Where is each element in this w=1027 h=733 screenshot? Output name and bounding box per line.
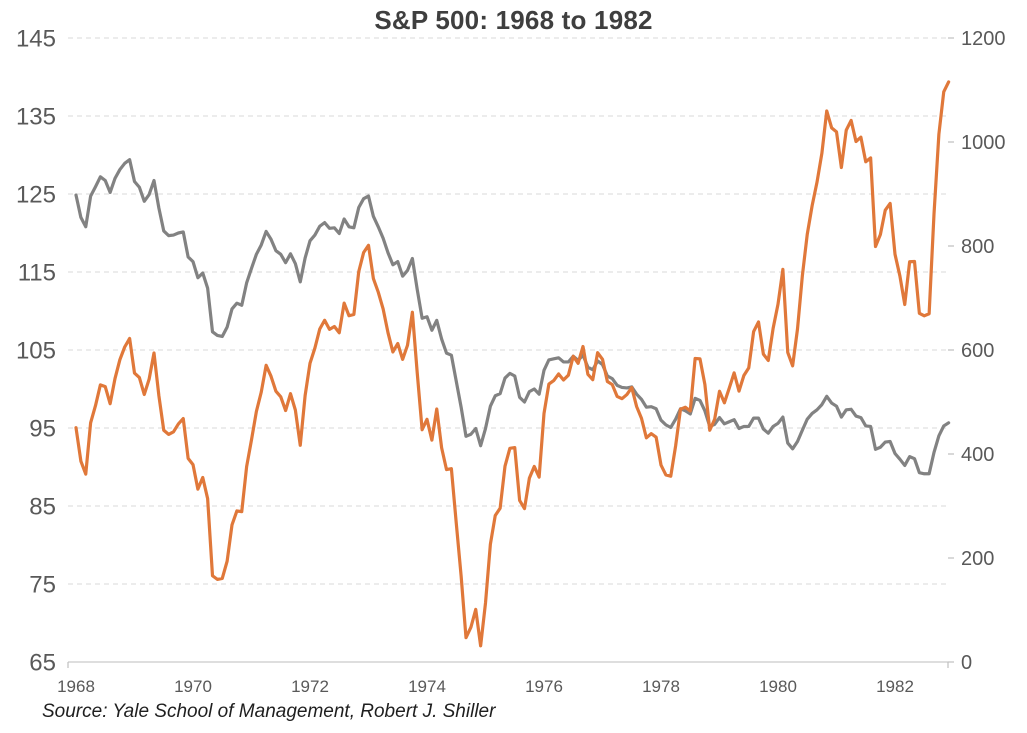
- x-axis-label: 1980: [759, 677, 797, 696]
- orange-series-line: [74, 80, 951, 648]
- left-axis-label: 85: [29, 493, 56, 520]
- source-note: Source: Yale School of Management, Rober…: [42, 701, 496, 722]
- chart-title: S&P 500: 1968 to 1982: [374, 5, 653, 35]
- right-axis-label: 600: [961, 340, 994, 362]
- left-axis-label: 105: [16, 337, 56, 364]
- left-axis-label: 135: [16, 103, 56, 130]
- right-axis-label: 1200: [961, 28, 1006, 50]
- x-axis-label: 1972: [291, 677, 329, 696]
- x-axis-label: 1976: [525, 677, 563, 696]
- right-axis-label: 0: [961, 652, 972, 674]
- left-axis-label: 115: [18, 259, 56, 286]
- x-axis-label: 1978: [642, 677, 680, 696]
- right-axis-label: 400: [961, 444, 994, 466]
- right-axis-label: 200: [961, 548, 994, 570]
- left-axis-label: 125: [16, 181, 56, 208]
- x-axis-label: 1968: [57, 677, 95, 696]
- left-axis-label: 145: [16, 25, 56, 52]
- left-axis-label: 65: [29, 649, 56, 676]
- left-axis-label: 95: [29, 415, 56, 442]
- x-axis-label: 1982: [876, 677, 914, 696]
- x-axis-label: 1970: [174, 677, 212, 696]
- x-axis-label: 1974: [408, 677, 446, 696]
- left-axis-label: 75: [29, 571, 56, 598]
- right-axis-label: 1000: [961, 132, 1006, 154]
- right-axis-label: 800: [961, 236, 994, 258]
- gray-series-line: [74, 158, 951, 476]
